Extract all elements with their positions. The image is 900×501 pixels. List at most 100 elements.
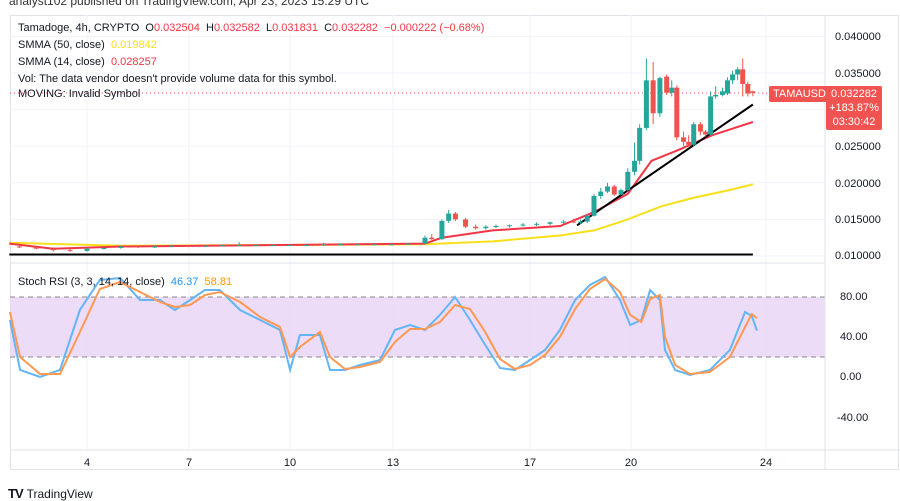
stoch-k-value: 46.37 [170,276,199,288]
candle-body [725,80,731,94]
smma14-legend[interactable]: SMMA (14, close) 0.028257 [18,56,157,68]
candle-body [713,94,719,97]
candle [730,70,736,84]
candle-body [719,91,725,95]
candle-body [493,225,499,227]
candle [669,80,675,97]
tradingview-logo-icon: TV [8,486,24,501]
candle [681,131,687,147]
candle [321,242,327,246]
candle [547,221,553,226]
candle-body [452,213,458,220]
candle [605,182,611,194]
candle-body [657,78,663,114]
price-tick: 0.025000 [835,141,881,153]
publish-info: analyst102 published on TradingView.com,… [9,0,370,8]
candle [507,224,512,228]
smma50-line [9,183,754,247]
candle-body [118,246,124,248]
close-value: 0.032282 [332,22,378,34]
candle-body [152,246,158,248]
stoch-tick: -40.00 [837,412,869,424]
candle [483,225,489,230]
candle-body [101,247,107,249]
smma50-legend[interactable]: SMMA (50, close) 0.019842 [18,39,157,51]
candle-body [611,186,617,195]
candle-body [697,124,703,132]
candle [637,124,643,165]
candle [735,67,741,81]
candle-body [33,247,39,249]
time-tick: 20 [624,457,638,469]
candle [422,235,428,245]
candle-body [253,245,259,247]
candle [632,142,638,176]
open-label: O [145,22,154,34]
candle [650,62,656,125]
candle [270,244,276,247]
candle [745,81,751,97]
time-tick: 4 [83,457,91,469]
price-tag: 0.032282 +183.87% 03:30:42 [826,86,882,130]
time-tick: 24 [759,457,773,469]
candle-body [643,80,649,128]
candle-body [664,76,670,93]
candle-body [473,226,479,229]
low-label: L [265,22,273,34]
tradingview-logo[interactable]: TV TradingView [8,486,93,501]
candle [577,219,583,225]
candle [740,58,746,97]
candle [618,188,624,196]
candle [152,245,158,248]
trendline [576,103,754,227]
candle [101,247,107,250]
candle [169,245,174,248]
candle [708,91,714,136]
candle [534,222,540,226]
candle [463,217,469,229]
candle-body [686,141,692,145]
price-tick: 0.010000 [835,250,881,262]
candle [719,87,725,97]
candle-body [625,171,631,191]
open-value: 0.032504 [153,22,200,34]
volume-notice: Vol: The data vendor doesn't provide vol… [18,73,337,85]
candle [219,244,225,247]
candle-body [338,244,343,246]
candle [571,218,577,224]
price-tick: 0.040000 [835,31,881,43]
candle-body [691,124,697,145]
candle [304,244,310,247]
candle [591,193,597,217]
high-value: 0.032582 [213,22,260,34]
candle [439,219,445,240]
stoch-legend[interactable]: Stoch RSI (3, 3, 14, 14, close) 46.37 58… [18,276,232,288]
candle-body [270,245,276,247]
stoch-tick: 0.00 [840,371,862,383]
candle-body [740,69,746,84]
candle-body [304,245,310,247]
moving-notice: MOVING: Invalid Symbol [18,88,141,100]
smma50-label: SMMA (50, close) [18,39,105,51]
candle [493,224,499,229]
price-tick: 0.035000 [835,68,881,80]
candle-body [463,219,469,227]
candle [686,135,692,145]
candle-body [577,221,583,223]
candle-body [584,215,590,222]
candle-body [674,87,680,138]
candle-body [591,195,597,216]
symbol-title[interactable]: Tamadoge, 4h, CRYPTO [18,22,140,34]
candle [371,243,377,246]
time-tick: 17 [523,457,537,469]
candle-body [405,243,411,245]
candle [584,214,590,224]
candle [452,212,458,221]
candle-body [422,237,428,244]
candle [625,168,631,192]
time-tick: 10 [283,457,297,469]
candle [691,122,697,147]
candle [674,85,680,141]
candle [750,90,756,97]
